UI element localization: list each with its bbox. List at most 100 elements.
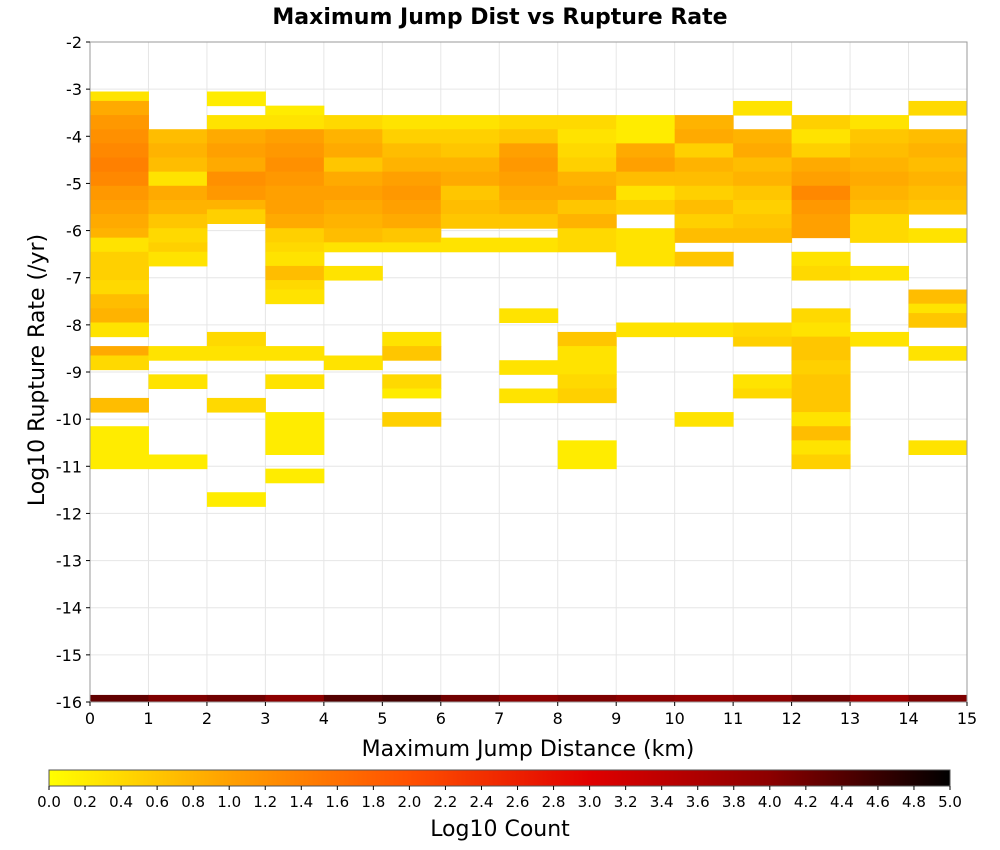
x-axis-label: Maximum Jump Distance (km)	[362, 737, 695, 762]
heatmap-cell	[733, 185, 793, 201]
heatmap-cell	[440, 171, 500, 187]
heatmap-cell	[206, 209, 266, 224]
heatmap-cell	[382, 199, 442, 215]
heatmap-cell	[90, 355, 149, 371]
heatmap-cell	[557, 129, 617, 144]
heatmap-cell	[616, 322, 676, 338]
heatmap-cell	[90, 308, 149, 323]
heatmap-cell	[557, 346, 617, 375]
heatmap-cell	[791, 374, 851, 413]
heatmap-cell	[791, 214, 851, 229]
heatmap-cell	[616, 129, 676, 144]
heatmap-cell	[616, 185, 676, 201]
heatmap-cell	[148, 374, 208, 389]
heatmap-cell	[499, 115, 559, 130]
heatmap-cell	[616, 251, 676, 267]
colorbar-tick-label: 4.2	[794, 793, 818, 811]
heatmap-cell	[265, 199, 325, 215]
heatmap-cell	[616, 228, 676, 243]
heatmap-cell	[850, 265, 910, 281]
colorbar-tick-label: 3.2	[614, 793, 638, 811]
colorbar	[48, 769, 951, 787]
heatmap-cell	[908, 346, 968, 361]
heatmap-cell	[557, 185, 617, 201]
heatmap-cell	[265, 185, 325, 201]
heatmap-cell	[440, 694, 500, 702]
colorbar-label: Log10 Count	[430, 817, 570, 842]
heatmap-cell	[616, 694, 676, 702]
heatmap-cell	[382, 412, 442, 427]
heatmap-cell	[206, 129, 266, 144]
heatmap-cell	[674, 199, 734, 215]
heatmap-cell	[557, 440, 617, 470]
colorbar-tick-label: 2.6	[506, 793, 530, 811]
heatmap-cell	[148, 228, 208, 243]
colorbar-tick-label: 3.0	[578, 793, 602, 811]
heatmap-cell	[674, 322, 734, 338]
heatmap-cell	[791, 454, 851, 470]
heatmap-cell	[791, 336, 851, 361]
heatmap-cell	[908, 440, 968, 455]
heatmap-cell	[265, 105, 325, 116]
colorbar-tick-label: 0.4	[109, 793, 133, 811]
heatmap-cell	[499, 143, 559, 158]
heatmap-cell	[908, 157, 968, 173]
heatmap-cell	[265, 346, 325, 361]
heatmap-cell	[616, 199, 676, 215]
y-tick-label: -10	[56, 410, 82, 429]
heatmap-cell	[557, 374, 617, 389]
heatmap-cell	[382, 388, 442, 399]
y-tick-label: -9	[66, 363, 82, 382]
heatmap-cell	[791, 360, 851, 375]
heatmap-cell	[499, 199, 559, 215]
heatmap-cell	[733, 129, 793, 144]
heatmap-cell	[908, 289, 968, 305]
heatmap-cell	[323, 115, 383, 130]
heatmap-cell	[90, 171, 149, 187]
colorbar-tick-label: 0.8	[181, 793, 205, 811]
heatmap-cell	[382, 346, 442, 361]
heatmap-cell	[850, 115, 910, 130]
heatmap-cell	[323, 185, 383, 201]
heatmap-cell	[148, 214, 208, 229]
heatmap-cell	[791, 157, 851, 173]
heatmap-cell	[616, 143, 676, 158]
heatmap-cell	[265, 280, 325, 290]
heatmap-cell	[733, 171, 793, 187]
heatmap-cell	[850, 185, 910, 201]
heatmap-cell	[908, 303, 968, 314]
heatmap-cell	[733, 228, 793, 243]
y-tick-label: -11	[56, 457, 82, 476]
heatmap-cell	[90, 143, 149, 158]
heatmap-cell	[499, 157, 559, 173]
y-tick-label: -12	[56, 504, 82, 523]
heatmap-cell	[791, 129, 851, 144]
colorbar-tick-label: 4.4	[830, 793, 854, 811]
heatmap-cell	[90, 265, 149, 281]
heatmap-cell	[557, 157, 617, 173]
heatmap-cell	[206, 199, 266, 210]
colorbar-tick-label: 2.2	[434, 793, 458, 811]
heatmap-cell	[733, 143, 793, 158]
heatmap-cell	[323, 157, 383, 173]
heatmap-cell	[791, 426, 851, 441]
y-axis-ticks: -2 -3 -4 -5 -6 -7 -8 -9 -10 -11 -12 -13 -14 -15 -16	[56, 33, 90, 712]
heatmap-cell	[440, 199, 500, 215]
heatmap-cell	[90, 129, 149, 144]
colorbar-tick-label: 1.0	[217, 793, 241, 811]
heatmap-cell	[148, 185, 208, 201]
heatmap-cell	[733, 322, 793, 338]
heatmap-cell	[265, 115, 325, 130]
x-tick-label: 8	[553, 709, 563, 728]
heatmap-cell	[90, 694, 149, 702]
y-tick-label: -8	[66, 316, 82, 335]
heatmap-cell	[148, 346, 208, 361]
heatmap-cell	[440, 185, 500, 201]
heatmap-cell	[791, 171, 851, 187]
y-tick-label: -6	[66, 222, 82, 241]
heatmap-cell	[850, 199, 910, 215]
heatmap-cell	[791, 308, 851, 323]
heatmap-cell	[90, 228, 149, 239]
heatmap-cell	[733, 694, 793, 702]
heatmap-cell	[323, 242, 383, 253]
